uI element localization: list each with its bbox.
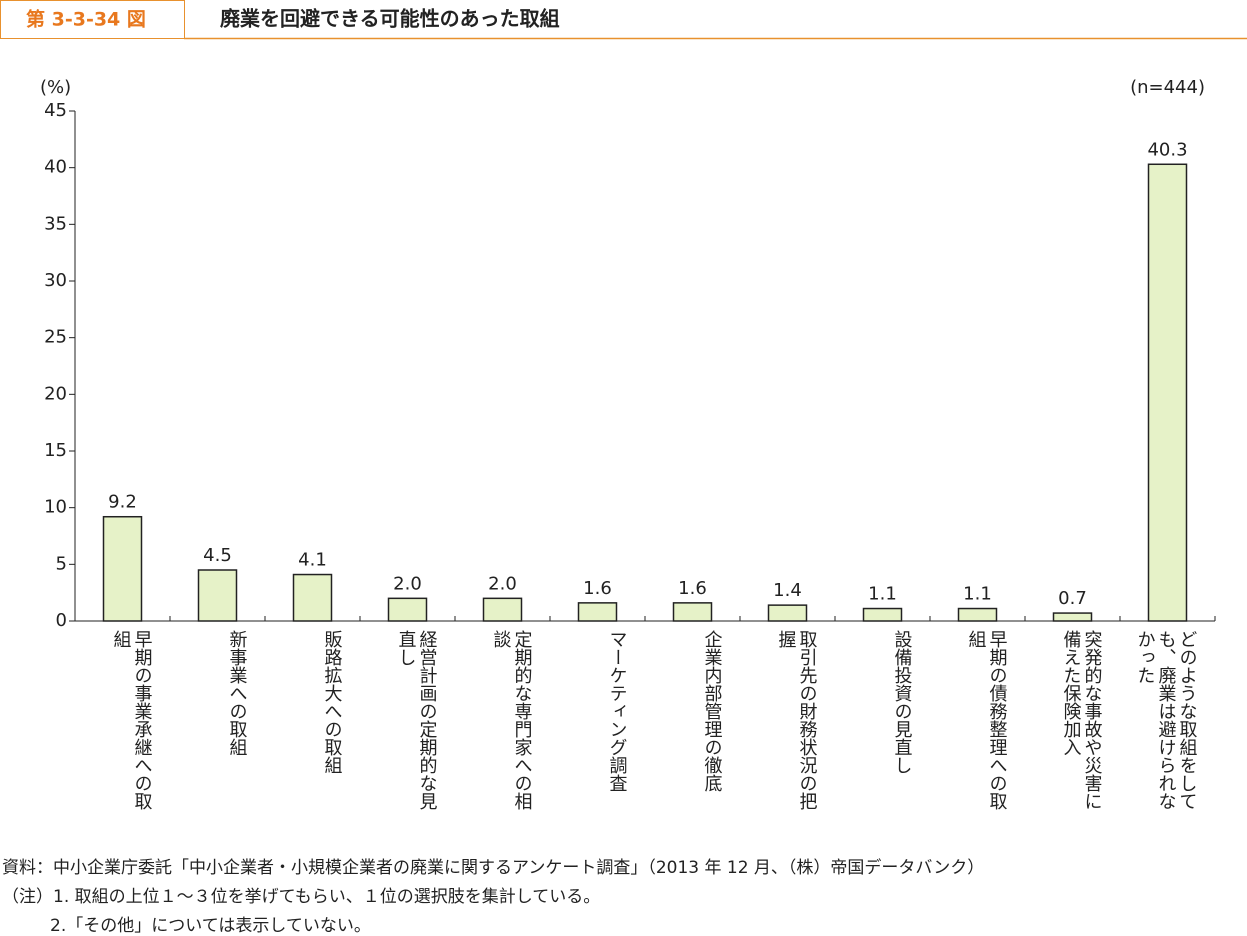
- note: 2.「その他」については表示していない。: [50, 916, 371, 936]
- value-label: 1.1: [963, 584, 992, 605]
- value-label: 4.1: [298, 550, 327, 571]
- value-label: 1.6: [583, 578, 612, 599]
- bar: [102, 515, 143, 622]
- value-label: 4.5: [203, 545, 232, 566]
- x-tick-label: 早期の事業承継への取組: [110, 630, 153, 810]
- bar: [1052, 612, 1093, 622]
- source: 資料：中小企業庁委託「中小企業者・小規模企業者の廃業に関するアンケート調査」（2…: [2, 858, 985, 878]
- bar: [957, 607, 998, 622]
- y-tick-label: 10: [44, 497, 67, 518]
- y-tick-label: 0: [56, 610, 67, 631]
- value-label: 2.0: [393, 573, 422, 594]
- y-tick-label: 20: [44, 383, 67, 404]
- chart-title: 廃業を回避できる可能性のあった取組: [220, 7, 560, 31]
- x-tick-label: 定期的な専門家への相談: [490, 630, 533, 810]
- x-tick-label: 企業内部管理の徹底: [701, 630, 723, 792]
- value-label: 1.4: [773, 580, 802, 601]
- y-tick-label: 40: [44, 157, 67, 178]
- x-tick-label: 新事業への取組: [226, 630, 248, 756]
- value-label: 1.1: [868, 584, 897, 605]
- figure-label-box: [0, 0, 185, 39]
- x-tick-label: 経営計画の定期的な見直し: [395, 630, 438, 810]
- figure-label: 第 3-3-34 図: [26, 8, 146, 31]
- bar: [862, 607, 903, 622]
- value-label: 40.3: [1147, 139, 1187, 160]
- x-tick-label: 販路拡大への取組: [321, 630, 343, 774]
- bar: [482, 597, 523, 622]
- y-tick-label: 15: [44, 440, 67, 461]
- bar: [672, 602, 713, 622]
- value-label: 1.6: [678, 578, 707, 599]
- value-label: 0.7: [1058, 588, 1087, 609]
- value-label: 2.0: [488, 573, 517, 594]
- y-tick-label: 25: [44, 327, 67, 348]
- x-tick-label: 早期の債務整理への取組: [965, 630, 1008, 810]
- y-tick-label: 45: [44, 100, 67, 121]
- bar: [767, 604, 808, 622]
- bar: [292, 573, 333, 622]
- x-tick-label: どのような取組をしても、廃業は避けられなかった: [1134, 630, 1198, 810]
- x-tick-label: マーケティング調査: [606, 630, 628, 792]
- y-tick-label: 30: [44, 270, 67, 291]
- y-axis-label: (%): [40, 77, 71, 98]
- x-tick-label: 設備投資の見直し: [891, 630, 913, 774]
- x-tick-label: 突発的な事故や災害に備えた保険加入: [1060, 630, 1103, 810]
- x-tick-label: 取引先の財務状況の把握: [775, 630, 818, 810]
- bar: [577, 602, 618, 622]
- annotation: (n=444): [1130, 77, 1205, 98]
- bar: [1147, 163, 1188, 622]
- bar: [387, 597, 428, 622]
- note: （注）1. 取組の上位１～３位を挙げてもらい、１位の選択肢を集計している。: [2, 887, 601, 907]
- y-tick-label: 5: [56, 553, 67, 574]
- bar: [197, 569, 238, 622]
- value-label: 9.2: [108, 492, 137, 513]
- y-tick-label: 35: [44, 213, 67, 234]
